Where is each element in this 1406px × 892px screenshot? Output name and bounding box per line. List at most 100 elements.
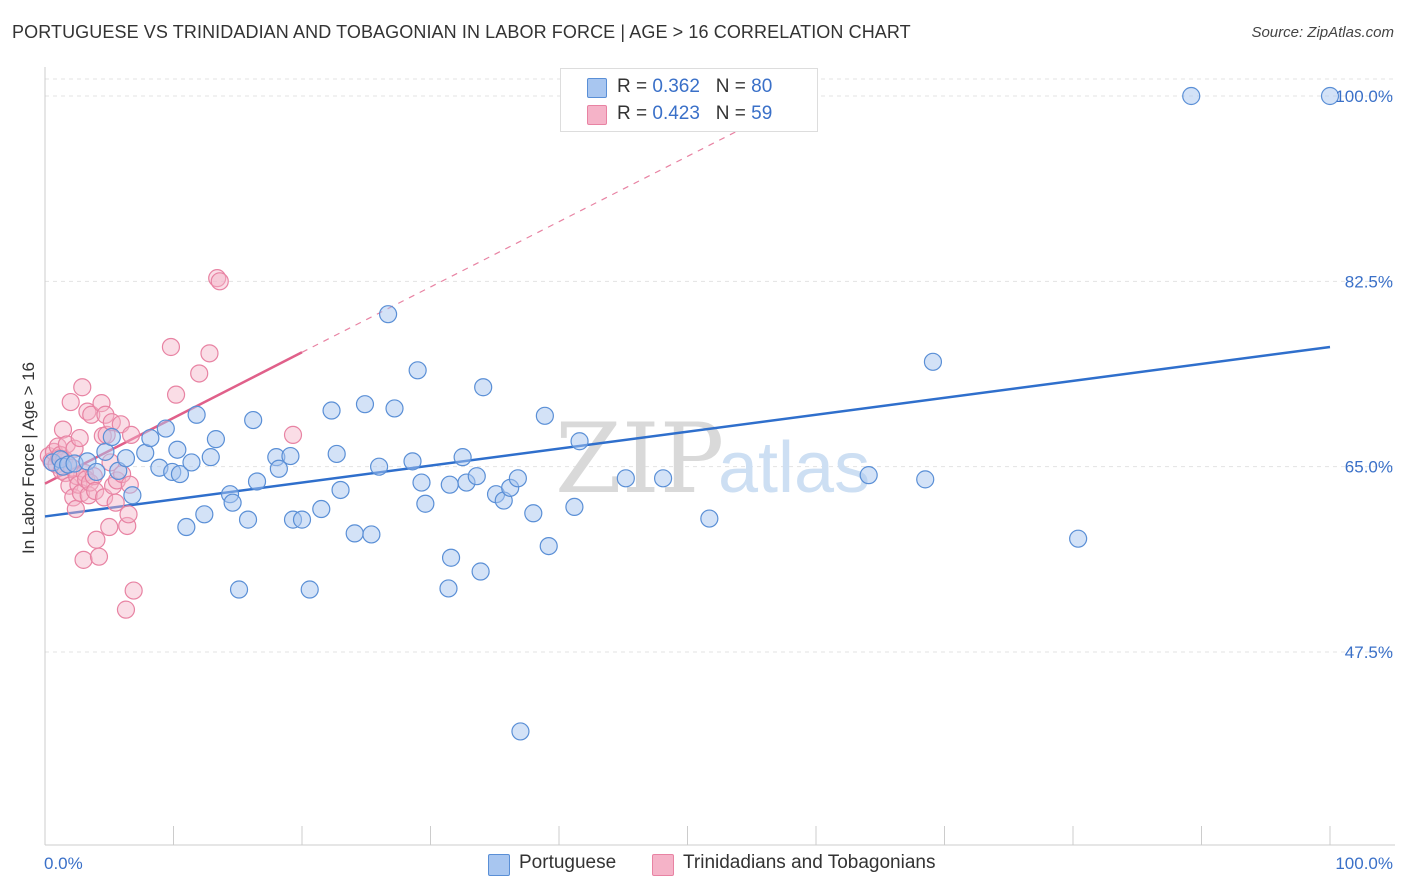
point-portuguese [116, 449, 136, 468]
point-portuguese [385, 399, 404, 418]
point-trinidad [100, 517, 119, 537]
point-trinidad [210, 272, 229, 291]
legend-n-label: N = [715, 103, 752, 124]
x-tick-label: 0.0% [44, 854, 83, 873]
point-portuguese [355, 395, 375, 414]
point-trinidad [166, 385, 186, 404]
point-portuguese [700, 509, 719, 528]
point-portuguese [195, 505, 214, 524]
point-trinidad [53, 420, 73, 439]
y-tick-label: 65.0% [1345, 458, 1393, 477]
legend-n-label: N = [715, 76, 752, 97]
point-portuguese [565, 497, 584, 517]
point-portuguese [439, 579, 458, 598]
point-portuguese [616, 469, 635, 488]
point-portuguese [187, 405, 206, 424]
point-portuguese [916, 470, 935, 489]
point-trinidad [106, 493, 125, 512]
point-portuguese [653, 469, 673, 488]
point-portuguese [244, 410, 263, 430]
point-portuguese [535, 406, 554, 425]
point-trinidad [87, 530, 106, 549]
point-portuguese [331, 480, 350, 500]
y-tick-labels: 47.5% 65.0% 82.5% 100.0% [1335, 87, 1393, 662]
point-portuguese [247, 472, 267, 491]
trinidad-swatch [587, 105, 607, 125]
point-portuguese [467, 467, 486, 486]
point-trinidad [70, 428, 89, 448]
point-trinidad [124, 581, 143, 600]
point-portuguese [312, 499, 331, 519]
chart-title: PORTUGUESE VS TRINIDADIAN AND TOBAGONIAN… [12, 22, 911, 42]
point-portuguese [508, 469, 527, 488]
point-trinidad [161, 337, 181, 357]
point-portuguese [156, 419, 175, 438]
legend-r-value: 0.423 [652, 103, 700, 124]
x-tick-label: 100.0% [1335, 854, 1393, 873]
point-portuguese [539, 536, 558, 556]
point-portuguese [471, 562, 490, 581]
legend-label: Trinidadians and Tobagonians [683, 852, 936, 873]
point-trinidad [283, 425, 303, 444]
legend-r-label: R = [617, 103, 653, 124]
point-trinidad [89, 547, 109, 566]
legend-r-value: 0.362 [652, 76, 700, 97]
point-portuguese [1182, 86, 1201, 106]
points-portuguese [43, 86, 1340, 741]
point-portuguese [327, 444, 346, 464]
point-portuguese [511, 722, 530, 741]
point-portuguese [300, 580, 319, 599]
point-portuguese [229, 580, 249, 599]
point-portuguese [378, 305, 398, 324]
y-tick-label: 82.5% [1345, 272, 1393, 291]
stats-legend: R = 0.362 N = 80 R = 0.423 N = 59 [560, 68, 818, 132]
point-trinidad [121, 425, 141, 444]
point-portuguese [1320, 86, 1340, 106]
point-portuguese [177, 517, 196, 537]
point-portuguese [416, 494, 435, 513]
point-portuguese [362, 525, 381, 544]
point-portuguese [168, 440, 187, 459]
portuguese-swatch [488, 854, 510, 876]
point-trinidad [92, 394, 111, 413]
watermark-atlas: atlas [718, 428, 870, 508]
axes [44, 67, 1395, 846]
point-portuguese [440, 475, 459, 494]
point-portuguese [412, 473, 431, 492]
y-tick-label: 47.5% [1345, 643, 1393, 662]
point-trinidad [82, 405, 101, 424]
point-portuguese [170, 464, 190, 484]
point-portuguese [859, 466, 878, 485]
point-portuguese [524, 504, 543, 523]
point-portuguese [322, 401, 341, 420]
point-portuguese [453, 448, 472, 467]
y-tick-label: 100.0% [1335, 87, 1393, 106]
portuguese-swatch [587, 78, 607, 98]
point-portuguese [474, 378, 493, 397]
point-portuguese [923, 352, 943, 371]
point-portuguese [123, 486, 142, 505]
trend-line-trinidad-extension [301, 116, 765, 353]
point-portuguese [223, 493, 242, 512]
point-trinidad [74, 550, 93, 569]
source-credit: Source: ZipAtlas.com [1251, 24, 1394, 41]
point-trinidad [66, 499, 85, 519]
legend-n-value: 59 [751, 103, 773, 124]
point-portuguese [570, 432, 589, 451]
point-trinidad [96, 405, 115, 424]
point-trinidad [73, 378, 92, 397]
point-portuguese [370, 457, 389, 476]
point-portuguese [182, 453, 201, 472]
point-portuguese [292, 510, 312, 529]
point-portuguese [408, 361, 427, 380]
point-portuguese [238, 510, 258, 529]
watermark-zip: ZIP [555, 403, 724, 515]
point-portuguese [141, 428, 160, 448]
watermark: ZIP atlas [555, 403, 870, 515]
point-portuguese [281, 446, 300, 466]
point-portuguese [345, 524, 364, 543]
point-portuguese [269, 459, 288, 478]
point-portuguese [1069, 529, 1088, 548]
point-portuguese [87, 462, 106, 482]
